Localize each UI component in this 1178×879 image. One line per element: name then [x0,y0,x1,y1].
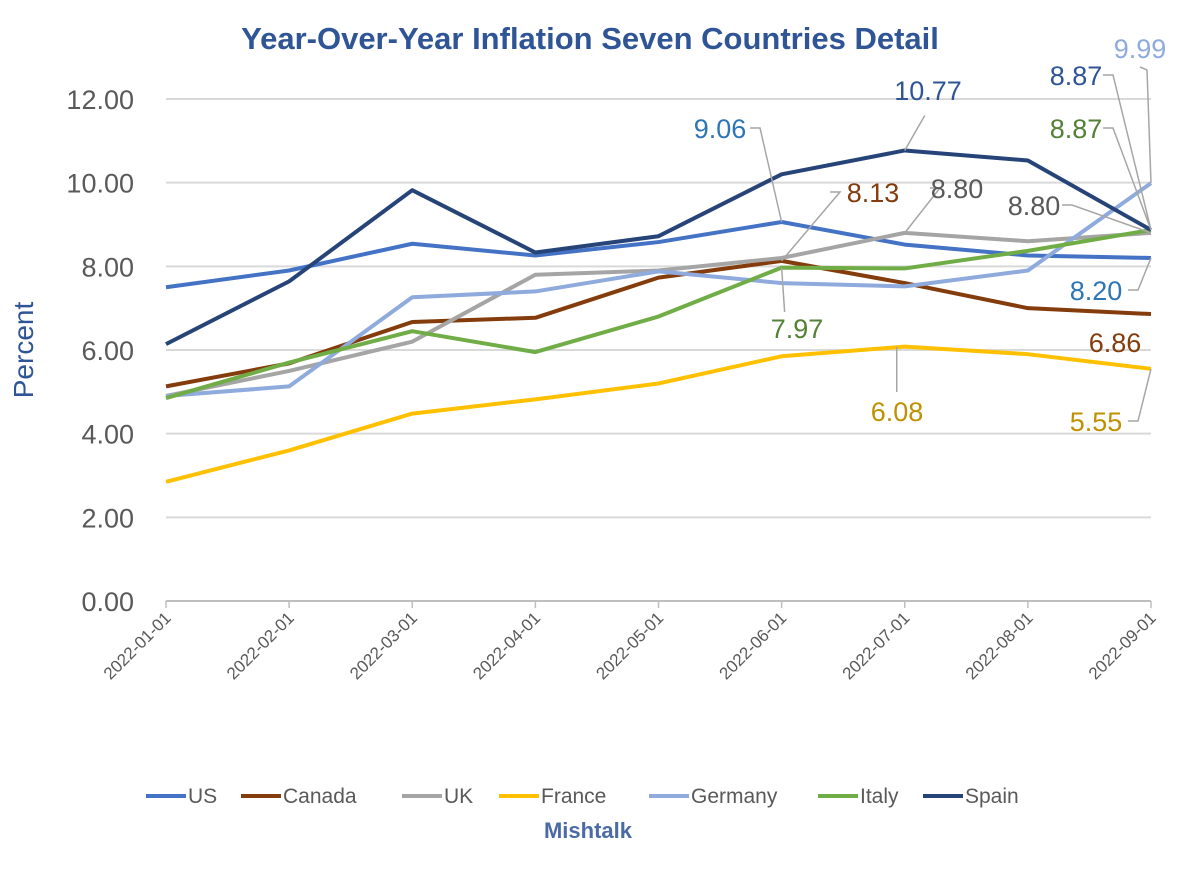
leader-line [1062,204,1152,234]
x-tick-label: 2022-01-01 [100,608,175,683]
data-label: 5.55 [1070,407,1123,437]
x-tick-label: 2022-05-01 [592,608,667,683]
series-line-germany [165,181,1153,399]
x-tick-label: 2022-04-01 [469,608,544,683]
data-label: 8.87 [1050,114,1103,144]
data-label: 8.87 [1050,61,1103,91]
series-line-france [165,344,1152,484]
y-tick-label: 10.00 [66,169,134,199]
legend-label-spain: Spain [965,785,1019,808]
data-label: 8.20 [1070,276,1123,306]
data-label: 10.77 [894,76,962,106]
leader-line [1128,368,1152,422]
x-axis-ticks: 2022-01-01 2022-02-01 2022-03-01 2022-04-01… [100,601,1160,683]
leader-line [1139,66,1152,184]
source-label: Mishtalk [544,818,633,843]
series-line-italy [165,227,1152,401]
legend-label-uk: UK [444,785,473,808]
leader-line [1103,74,1152,231]
leader-line [1128,257,1152,291]
data-labels: 9.06 10.77 8.13 8.80 8.80 8.87 8.87 9.99 8.20 6.8… [694,34,1167,437]
data-label: 6.86 [1089,328,1142,358]
y-axis-label: Percent [8,302,39,399]
y-tick-label: 12.00 [66,85,134,115]
series-line-canada [165,258,1152,389]
leader-line [1103,127,1152,231]
x-tick-label: 2022-08-01 [962,608,1037,683]
leader-line [750,127,783,223]
chart-title: Year-Over-Year Inflation Seven Countries… [241,21,939,56]
x-tick-label: 2022-09-01 [1085,608,1160,683]
series-lines [165,148,1153,484]
y-tick-label: 2.00 [81,503,134,533]
legend-label-italy: Italy [860,785,899,808]
legend-label-us: US [188,785,217,808]
gridlines [166,98,1151,602]
y-tick-label: 8.00 [81,252,134,282]
legend-label-germany: Germany [691,785,778,808]
data-label: 8.80 [1008,191,1061,221]
data-label: 8.80 [931,174,984,204]
leader-line [781,191,842,262]
data-label: 8.13 [847,178,900,208]
data-label: 7.97 [771,314,824,344]
legend-label-france: France [541,785,606,808]
leader-line [904,187,942,234]
data-label: 9.99 [1114,34,1167,64]
legend: US Canada UK France Germany Italy Spain [146,785,1019,808]
x-tick-label: 2022-07-01 [839,608,914,683]
x-tick-label: 2022-03-01 [346,608,421,683]
leader-line [904,115,926,151]
y-tick-label: 4.00 [81,420,134,450]
legend-label-canada: Canada [283,785,357,808]
y-axis-ticks: 0.00 2.00 4.00 6.00 8.00 10.00 12.00 [66,85,134,617]
data-label: 9.06 [694,114,747,144]
x-tick-label: 2022-06-01 [716,608,791,683]
leader-line [780,267,786,313]
y-tick-label: 0.00 [81,587,134,617]
series-line-us [165,219,1152,290]
x-tick-label: 2022-02-01 [223,608,298,683]
series-line-spain [165,148,1152,346]
y-tick-label: 6.00 [81,336,134,366]
data-label: 6.08 [871,397,924,427]
